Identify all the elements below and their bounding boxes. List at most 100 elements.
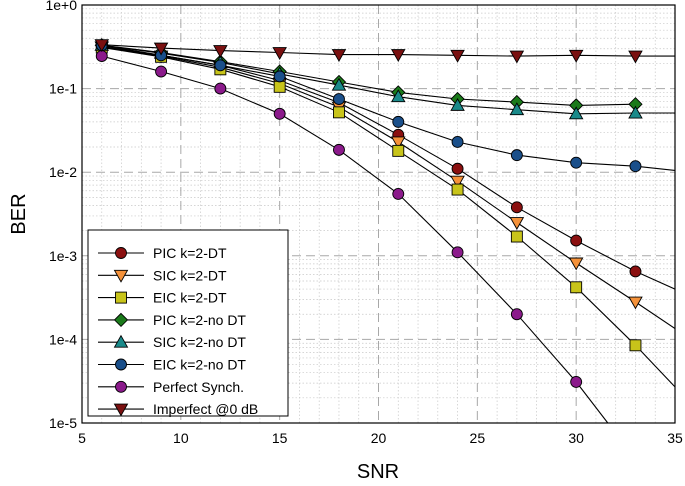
legend-label: Imperfect @0 dB [153, 401, 258, 417]
data-point [95, 50, 108, 63]
legend-item: Imperfect @0 dB [98, 401, 258, 417]
data-point [214, 82, 227, 95]
x-tick-label: 20 [371, 430, 387, 446]
data-point [628, 296, 643, 310]
legend-item: EIC k=2-DT [98, 290, 227, 306]
data-point [214, 59, 227, 72]
legend-marker [113, 312, 129, 328]
legend-item: Perfect Synch. [98, 379, 244, 395]
data-point [629, 339, 642, 352]
legend-label: EIC k=2-DT [153, 290, 227, 306]
data-point [450, 49, 465, 63]
data-point [213, 45, 228, 58]
legend-marker [115, 291, 127, 304]
y-tick-labels: 1e-5 1e-4 1e-3 1e-2 1e-1 1e+0 [45, 0, 77, 431]
series-5 [95, 39, 675, 173]
y-tick-label: 1e-3 [49, 248, 77, 264]
legend-marker [113, 334, 129, 348]
data-point [509, 217, 525, 230]
series-line [101, 44, 675, 171]
y-tick-label: 1e+0 [45, 0, 77, 13]
data-point [568, 49, 584, 63]
data-point [392, 187, 405, 200]
data-point [272, 47, 287, 60]
data-point [153, 42, 169, 56]
data-point [451, 162, 464, 175]
legend-marker [115, 247, 127, 259]
y-tick-label: 1e-4 [49, 331, 77, 347]
x-tick-label: 10 [173, 430, 189, 446]
x-axis-label: SNR [357, 461, 399, 483]
legend-label: SIC k=2-no DT [153, 334, 246, 350]
x-tick-label: 30 [568, 430, 584, 446]
x-tick-labels: 5 10 15 20 25 30 35 [78, 430, 683, 446]
data-point [390, 136, 406, 150]
data-point [390, 89, 406, 103]
x-tick-label: 35 [667, 430, 683, 446]
data-point [94, 39, 110, 53]
series-4 [94, 37, 675, 120]
data-point [451, 246, 464, 259]
data-point [509, 102, 525, 116]
series-line [101, 44, 675, 57]
data-point [331, 49, 347, 63]
series-7 [94, 39, 675, 64]
y-tick-label: 1e-5 [49, 415, 77, 431]
data-point [628, 50, 643, 64]
legend-item: SIC k=2-DT [98, 267, 227, 283]
data-point [510, 201, 523, 214]
data-point [509, 50, 525, 64]
data-point [629, 160, 642, 173]
legend-item: PIC k=2-no DT [98, 312, 246, 328]
y-axis-label: BER [8, 193, 30, 234]
legend-marker [115, 380, 127, 393]
data-point [155, 65, 168, 78]
data-point [450, 97, 465, 111]
data-point [568, 257, 584, 271]
legend-item: SIC k=2-no DT [98, 334, 246, 350]
data-point [629, 265, 642, 278]
legend-label: Perfect Synch. [153, 379, 244, 395]
data-point [392, 115, 405, 128]
legend-marker [115, 358, 127, 371]
legend-label: SIC k=2-DT [153, 267, 227, 283]
x-tick-label: 25 [470, 430, 486, 446]
data-point [273, 80, 286, 93]
data-point [510, 230, 523, 243]
series-3 [94, 38, 643, 113]
data-point [333, 106, 345, 119]
data-point [451, 136, 464, 148]
data-point [273, 107, 286, 120]
data-point [510, 308, 523, 321]
data-point [333, 143, 345, 156]
data-point [628, 105, 643, 119]
legend-item: EIC k=2-no DT [98, 357, 246, 373]
data-point [390, 49, 406, 63]
series-layer [94, 37, 675, 423]
legend-label: PIC k=2-DT [153, 245, 227, 261]
data-point [568, 106, 584, 120]
legend-marker [113, 269, 129, 283]
x-tick-label: 15 [272, 430, 288, 446]
data-point [570, 281, 583, 294]
data-point [570, 156, 583, 169]
x-tick-label: 5 [78, 430, 86, 446]
data-point [451, 183, 464, 196]
data-point [273, 70, 286, 83]
y-tick-label: 1e-2 [49, 164, 77, 180]
plot-frame [81, 4, 676, 424]
data-point [333, 93, 345, 105]
legend-item: PIC k=2-DT [98, 245, 227, 261]
series-line [101, 55, 609, 423]
legend: PIC k=2-DT SIC k=2-DT EIC k=2-DT PIC k=2-no… [87, 229, 289, 417]
data-point [331, 77, 347, 91]
data-point [570, 234, 583, 247]
data-point [450, 175, 465, 189]
legend-label: PIC k=2-no DT [153, 312, 246, 328]
data-point [392, 144, 405, 157]
series-6 [95, 50, 609, 423]
legend-marker [113, 403, 129, 417]
series-line [101, 44, 636, 106]
y-tick-label: 1e-1 [49, 81, 77, 97]
